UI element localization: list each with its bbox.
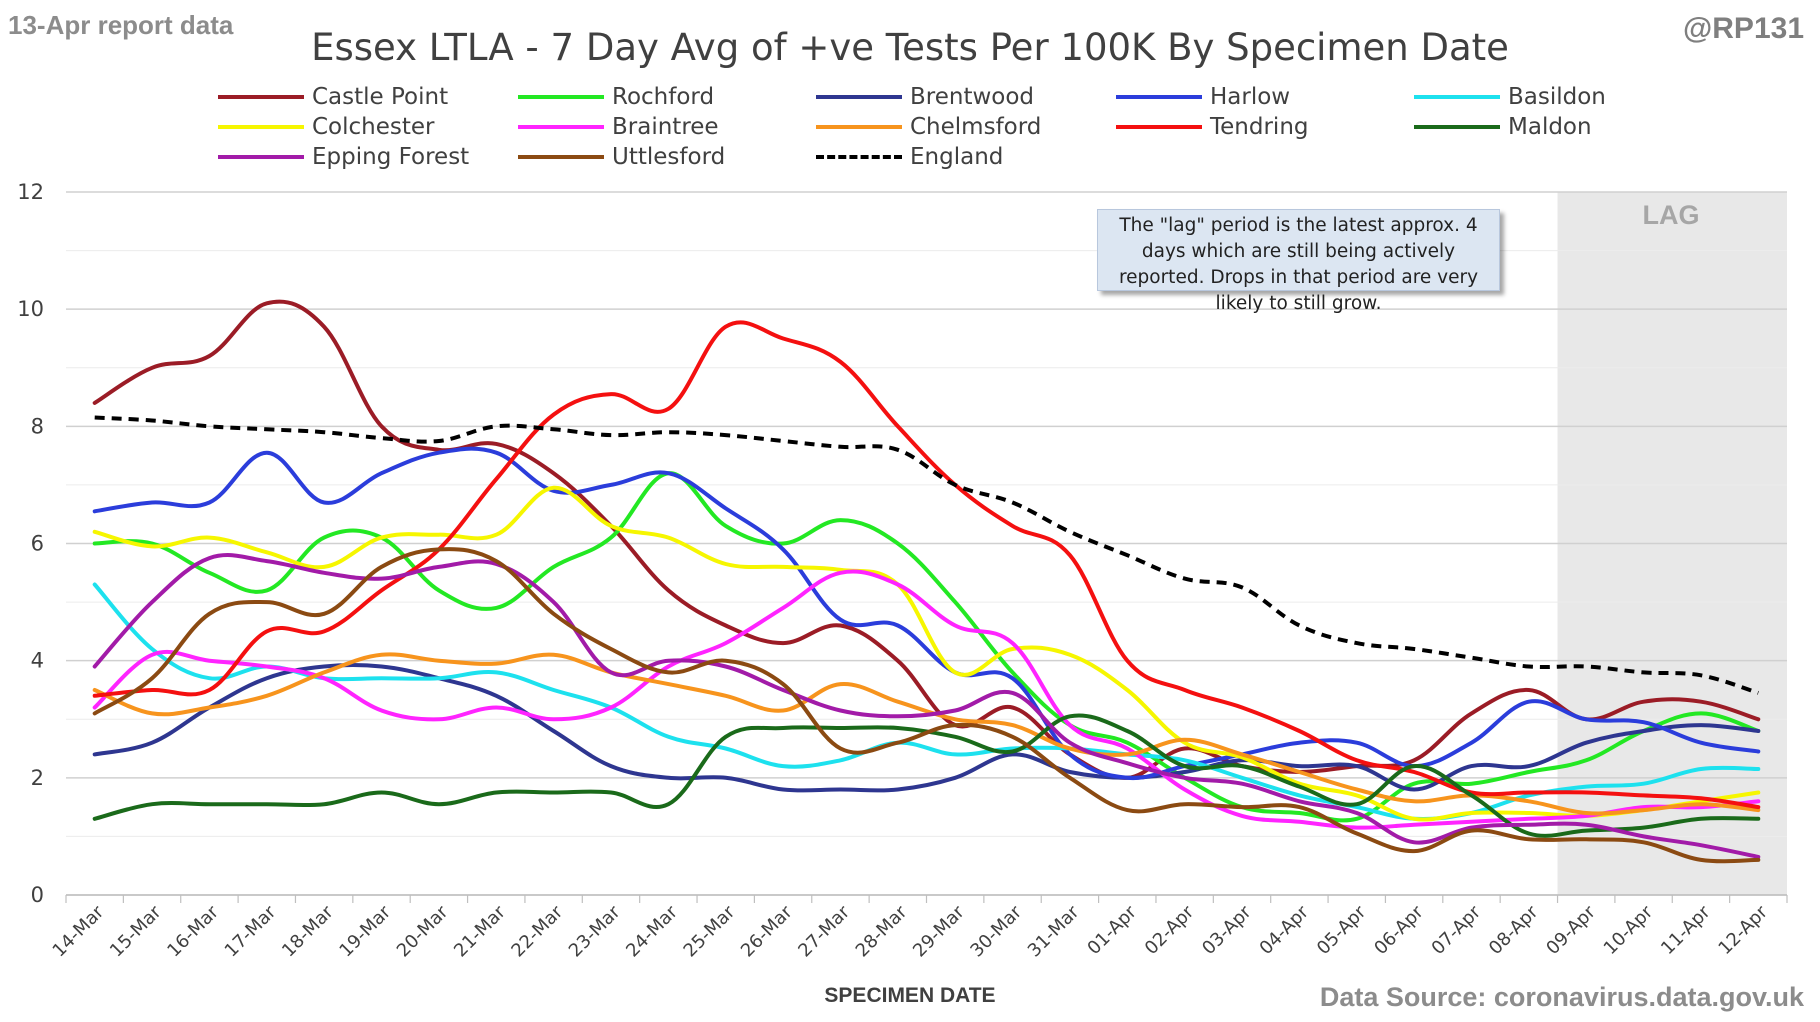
legend-swatch [1116,95,1202,99]
x-tick-label: 04-Apr [1256,901,1314,959]
x-tick-label: 08-Apr [1485,901,1543,959]
legend-swatch [1414,125,1500,129]
legend-swatch [518,125,604,129]
series-line-england [94,415,1759,695]
y-tick-label: 0 [31,883,44,907]
x-tick-label: 25-Mar [680,901,740,961]
x-tick-label: 26-Mar [737,901,797,961]
x-tick-label: 31-Mar [1024,901,1084,961]
legend-item-castle-point: Castle Point [218,82,448,112]
lag-note-box: The "lag" period is the latest approx. 4… [1097,209,1500,314]
x-tick-label: 23-Mar [565,901,625,961]
x-tick-label: 21-Mar [450,901,510,961]
x-tick-label: 15-Mar [106,901,166,961]
y-tick-label: 8 [31,414,44,438]
legend-swatch [218,155,304,159]
x-tick-label: 29-Mar [909,901,969,961]
x-tick-label: 22-Mar [507,901,567,961]
legend-label: Rochford [612,84,715,110]
legend-item-braintree: Braintree [518,112,719,142]
x-tick-label: 01-Apr [1083,901,1141,959]
legend-label: Tendring [1210,114,1309,140]
legend-label: Braintree [612,114,719,140]
x-tick-label: 30-Mar [966,901,1026,961]
legend-item-uttlesford: Uttlesford [518,142,725,172]
series-line-braintree [92,569,1761,830]
x-tick-label: 02-Apr [1141,901,1199,959]
series-line-rochford [92,471,1761,823]
x-tick-label: 24-Mar [622,901,682,961]
legend-swatch [218,125,304,129]
series-line-uttlesford [92,547,1761,864]
legend-label: Epping Forest [312,144,470,170]
series-line-maldon [92,713,1761,838]
chart-title: Essex LTLA - 7 Day Avg of +ve Tests Per … [311,26,1509,69]
legend-item-colchester: Colchester [218,112,435,142]
series-line-castle-point [92,299,1761,780]
legend-swatch [1116,125,1202,129]
legend-item-harlow: Harlow [1116,82,1290,112]
x-tick-label: 06-Apr [1370,901,1428,959]
legend-label: Harlow [1210,84,1291,110]
legend-item-epping-forest: Epping Forest [218,142,469,172]
x-tick-label: 07-Apr [1428,901,1486,959]
legend-item-maldon: Maldon [1414,112,1592,142]
series-line-brentwood [92,662,1761,793]
legend-label: Brentwood [910,84,1035,110]
x-tick-label: 11-Apr [1657,901,1715,959]
x-tick-label: 19-Mar [335,901,395,961]
legend-label: Maldon [1508,114,1592,140]
legend-item-basildon: Basildon [1414,82,1606,112]
legend-swatch [816,95,902,99]
legend-item-rochford: Rochford [518,82,714,112]
legend-label: Chelmsford [910,114,1042,140]
legend-item-tendring: Tendring [1116,112,1309,142]
legend-item-brentwood: Brentwood [816,82,1034,112]
report-date-label: 13-Apr report data [8,10,234,40]
y-tick-label: 2 [31,766,44,790]
legend-label: England [910,144,1004,170]
legend-item-chelmsford: Chelmsford [816,112,1041,142]
data-source-label: Data Source: coronavirus.data.gov.uk [1319,982,1804,1012]
legend-label: Castle Point [312,84,449,110]
y-tick-label: 6 [31,532,44,556]
x-tick-label: 14-Mar [49,901,109,961]
y-tick-label: 10 [17,297,44,321]
legend-label: Basildon [1508,84,1606,110]
y-tick-label: 12 [17,180,44,204]
legend-swatch [518,155,604,159]
legend-swatch [518,95,604,99]
lag-region-label: LAG [1642,200,1700,230]
x-tick-label: 18-Mar [278,901,338,961]
x-tick-label: 20-Mar [393,901,453,961]
legend-swatch [218,95,304,99]
y-tick-label: 4 [31,649,44,673]
x-tick-label: 10-Apr [1600,901,1658,959]
x-tick-label: 09-Apr [1542,901,1600,959]
series-line-colchester [92,485,1761,822]
x-axis-title: SPECIMEN DATE [824,984,996,1007]
legend-label: Colchester [312,114,435,140]
x-tick-label: 16-Mar [163,901,223,961]
legend-swatch [816,155,902,159]
author-handle: @RP131 [1683,12,1804,45]
legend-swatch [1414,95,1500,99]
x-tick-label: 27-Mar [794,901,854,961]
legend-item-england: England [816,142,1003,172]
series-line-harlow [92,446,1761,781]
x-tick-label: 17-Mar [221,901,281,961]
legend-label: Uttlesford [612,144,726,170]
x-tick-label: 12-Apr [1714,901,1772,959]
legend-swatch [816,125,902,129]
x-tick-label: 28-Mar [852,901,912,961]
x-tick-label: 03-Apr [1198,901,1256,959]
x-tick-label: 05-Apr [1313,901,1371,959]
